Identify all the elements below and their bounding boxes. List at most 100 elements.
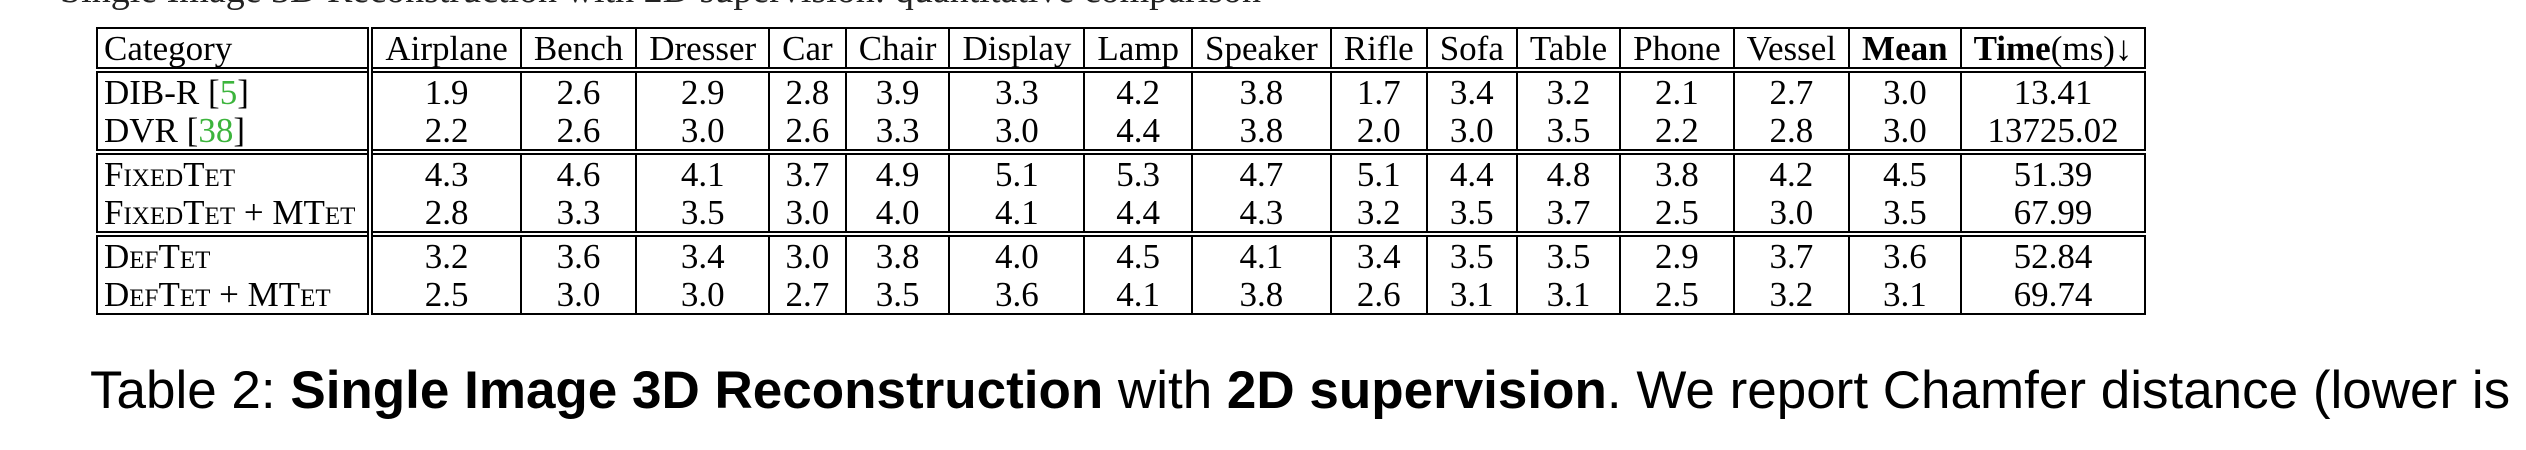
table-row: FixedTet + MTet 2.8 3.3 3.5 3.0 4.0 4.1 4.4 4.3 3… xyxy=(95,193,2147,234)
caption-mid: with xyxy=(1103,361,1227,420)
value-cell: 3.7 xyxy=(768,149,847,193)
value-cell: 3.2 xyxy=(1515,67,1622,111)
value-cell: 3.0 xyxy=(768,193,847,234)
value-cell: 4.4 xyxy=(1083,193,1193,234)
value-cell: 3.0 xyxy=(1732,193,1851,234)
method-name: DIB-R xyxy=(104,73,200,112)
time-cell: 67.99 xyxy=(1959,193,2147,234)
value-cell: 4.1 xyxy=(635,149,771,193)
header-category: Category xyxy=(95,27,374,71)
value-cell: 3.9 xyxy=(844,67,951,111)
value-cell: 3.5 xyxy=(635,193,771,234)
value-cell: 4.3 xyxy=(1191,193,1332,234)
value-cell: 2.5 xyxy=(1619,193,1735,234)
value-cell: 2.6 xyxy=(768,111,847,152)
value-cell: 4.3 xyxy=(369,149,522,193)
table-row: DefTet 3.2 3.6 3.4 3.0 3.8 4.0 4.5 4.1 3.4 3.5 3.5 2… xyxy=(95,231,2147,275)
time-cell: 13725.02 xyxy=(1959,111,2147,152)
header-sofa: Sofa xyxy=(1425,27,1518,71)
citation-link[interactable]: 38 xyxy=(198,111,234,150)
table-row: DVR [38] 2.2 2.6 3.0 2.6 3.3 3.0 4.4 3.8 2.0 3.0 3.… xyxy=(95,111,2147,152)
value-cell: 2.9 xyxy=(1619,231,1735,275)
header-table: Table xyxy=(1515,27,1622,71)
value-cell: 2.2 xyxy=(369,111,522,152)
value-cell: 4.2 xyxy=(1083,67,1193,111)
header-chair: Chair xyxy=(844,27,951,71)
value-cell: 4.0 xyxy=(948,231,1086,275)
results-table: Category Airplane Bench Dresser Car Chair Disp… xyxy=(95,27,2147,315)
value-cell: 4.2 xyxy=(1732,149,1851,193)
value-cell: 3.2 xyxy=(369,231,522,275)
value-cell: 3.8 xyxy=(1191,275,1332,315)
value-cell: 3.2 xyxy=(1732,275,1851,315)
value-cell: 4.6 xyxy=(519,149,638,193)
value-cell: 3.1 xyxy=(1515,275,1622,315)
header-lamp: Lamp xyxy=(1083,27,1193,71)
value-cell: 4.4 xyxy=(1083,111,1193,152)
value-cell: 4.5 xyxy=(1848,149,1962,193)
header-time-unit: (ms)↓ xyxy=(2050,29,2133,68)
value-cell: 3.7 xyxy=(1732,231,1851,275)
value-cell: 3.5 xyxy=(844,275,951,315)
value-cell: 3.3 xyxy=(844,111,951,152)
value-cell: 2.1 xyxy=(1619,67,1735,111)
method-name-cell: FixedTet xyxy=(95,149,374,193)
value-cell: 2.8 xyxy=(369,193,522,234)
header-speaker: Speaker xyxy=(1191,27,1332,71)
value-cell: 5.3 xyxy=(1083,149,1193,193)
header-phone: Phone xyxy=(1619,27,1735,71)
value-cell: 3.5 xyxy=(1425,231,1518,275)
method-name-cell: DIB-R [5] xyxy=(95,67,374,112)
time-cell: 13.41 xyxy=(1959,67,2147,111)
value-cell: 3.3 xyxy=(948,67,1086,111)
value-cell: 3.0 xyxy=(519,275,638,315)
method-name-cell: DVR [38] xyxy=(95,111,374,152)
value-cell: 3.0 xyxy=(635,275,771,315)
value-cell: 3.0 xyxy=(1848,111,1962,152)
value-cell: 2.2 xyxy=(1619,111,1735,152)
value-cell: 3.0 xyxy=(768,231,847,275)
table-row: DefTet + MTet 2.5 3.0 3.0 2.7 3.5 3.6 4.1 3.8 2.6… xyxy=(95,275,2147,315)
clipped-previous-text: Single Image 3D Reconstruction with 2D s… xyxy=(60,0,1261,10)
value-cell: 3.8 xyxy=(1619,149,1735,193)
caption-bold-2: 2D supervision xyxy=(1226,361,1607,420)
method-name-cell: FixedTet + MTet xyxy=(95,193,374,234)
value-cell: 2.8 xyxy=(1732,111,1851,152)
value-cell: 3.0 xyxy=(1425,111,1518,152)
value-cell: 3.5 xyxy=(1848,193,1962,234)
value-cell: 3.5 xyxy=(1425,193,1518,234)
value-cell: 3.6 xyxy=(519,231,638,275)
value-cell: 1.9 xyxy=(369,67,522,111)
value-cell: 3.4 xyxy=(1329,231,1428,275)
value-cell: 4.7 xyxy=(1191,149,1332,193)
value-cell: 3.4 xyxy=(635,231,771,275)
value-cell: 2.6 xyxy=(1329,275,1428,315)
value-cell: 3.5 xyxy=(1515,231,1622,275)
value-cell: 5.1 xyxy=(1329,149,1428,193)
value-cell: 2.5 xyxy=(1619,275,1735,315)
value-cell: 4.0 xyxy=(844,193,951,234)
caption-suffix: . We report Chamfer distance (lower is b… xyxy=(1606,361,2526,420)
value-cell: 3.4 xyxy=(1425,67,1518,111)
value-cell: 3.6 xyxy=(1848,231,1962,275)
table-header-row: Category Airplane Bench Dresser Car Chair Disp… xyxy=(95,27,2147,71)
value-cell: 5.1 xyxy=(948,149,1086,193)
value-cell: 2.8 xyxy=(768,67,847,111)
value-cell: 3.8 xyxy=(1191,111,1332,152)
citation-link[interactable]: 5 xyxy=(219,73,238,112)
table-row: DIB-R [5] 1.9 2.6 2.9 2.8 3.9 3.3 4.2 3.8 1.7 3.4 3… xyxy=(95,67,2147,112)
value-cell: 2.7 xyxy=(768,275,847,315)
value-cell: 1.7 xyxy=(1329,67,1428,111)
value-cell: 2.7 xyxy=(1732,67,1851,111)
value-cell: 4.1 xyxy=(948,193,1086,234)
value-cell: 3.2 xyxy=(1329,193,1428,234)
value-cell: 4.1 xyxy=(1191,231,1332,275)
value-cell: 2.9 xyxy=(635,67,771,111)
table-row: FixedTet 4.3 4.6 4.1 3.7 4.9 5.1 5.3 4.7 5.1 4.4 4.… xyxy=(95,149,2147,193)
value-cell: 2.6 xyxy=(519,67,638,111)
header-time: Time(ms)↓ xyxy=(1959,27,2147,71)
value-cell: 2.5 xyxy=(369,275,522,315)
caption-prefix: Table 2: xyxy=(90,361,291,420)
results-table-container: Category Airplane Bench Dresser Car Chair Disp… xyxy=(95,27,2147,315)
header-airplane: Airplane xyxy=(369,27,522,71)
